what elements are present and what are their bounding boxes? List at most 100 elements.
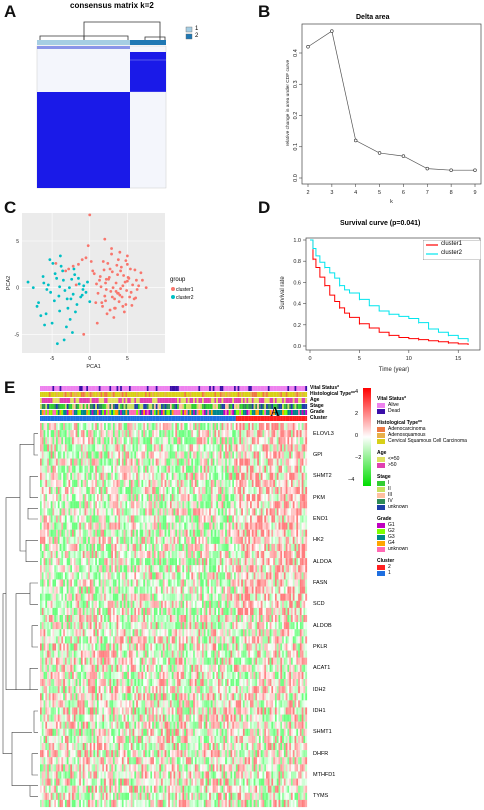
heatmap-cell xyxy=(146,558,149,566)
heatmap-cell xyxy=(237,494,240,502)
heatmap-cell xyxy=(180,551,183,559)
heatmap-cell xyxy=(246,494,249,502)
heatmap-cell xyxy=(285,423,288,431)
annotation-cell xyxy=(107,410,110,415)
heatmap-cell xyxy=(54,572,57,580)
heatmap-cell xyxy=(139,501,142,509)
heatmap-cell xyxy=(95,444,98,452)
heatmap-cell xyxy=(292,529,295,537)
annotation-cell xyxy=(75,386,78,391)
heatmap-cell xyxy=(107,508,110,516)
heatmap-cell xyxy=(141,423,144,431)
heatmap-cell xyxy=(200,543,203,552)
heatmap-cell xyxy=(52,572,55,580)
heatmap-cell xyxy=(189,586,192,594)
heatmap-cell xyxy=(289,423,292,431)
heatmap-cell xyxy=(159,529,162,537)
heatmap-cell xyxy=(250,487,252,495)
heatmap-cell xyxy=(209,558,211,566)
heatmap-cell xyxy=(262,494,265,502)
heatmap-cell xyxy=(282,579,284,587)
heatmap-cell xyxy=(253,437,256,445)
annotation-cell xyxy=(168,410,171,415)
heatmap-cell xyxy=(194,444,197,452)
heatmap-cell xyxy=(251,451,254,459)
heatmap-cell xyxy=(61,522,64,530)
heatmap-cell xyxy=(54,558,57,566)
heatmap-cell xyxy=(255,444,258,452)
heatmap-cell xyxy=(189,437,192,445)
heatmap-cell xyxy=(218,536,220,544)
heatmap-cell xyxy=(168,444,171,452)
heatmap-cell xyxy=(80,501,83,509)
annotation-cell xyxy=(166,392,169,397)
annotation-cell xyxy=(73,416,76,421)
heatmap-cell xyxy=(194,465,197,473)
cluster1-point xyxy=(117,300,121,304)
heatmap-cell xyxy=(54,444,57,452)
heatmap-cell xyxy=(241,558,244,566)
heatmap-cell xyxy=(54,423,57,431)
heatmap-cell xyxy=(164,565,167,573)
heatmap-cell xyxy=(210,465,213,473)
heatmap-cell xyxy=(50,430,53,438)
heatmap-cell xyxy=(134,451,137,459)
heatmap-cell xyxy=(134,423,137,431)
heatmap-cell xyxy=(303,586,306,594)
heatmap-cell xyxy=(193,529,195,537)
heatmap-cell xyxy=(123,465,126,473)
heatmap-cell xyxy=(104,522,106,530)
heatmap-cell xyxy=(241,494,244,502)
annotation-cell xyxy=(100,398,103,403)
x-tick-label: 0 xyxy=(308,356,311,362)
cluster1-point xyxy=(129,290,133,294)
heatmap-cell xyxy=(210,423,213,431)
heatmap-cell xyxy=(120,479,122,488)
annotation-cell xyxy=(207,416,210,421)
heatmap-cell xyxy=(285,451,288,459)
annotation-cell xyxy=(301,386,304,391)
annotation-cell xyxy=(118,386,121,391)
heatmap-cell xyxy=(219,472,222,480)
heatmap-cell xyxy=(189,465,192,473)
heatmap-cell xyxy=(175,565,178,573)
annotation-cell xyxy=(132,386,135,391)
heatmap-cell xyxy=(66,458,69,466)
heatmap-cell xyxy=(200,472,203,480)
heatmap-cell xyxy=(250,593,252,601)
heatmap-cell xyxy=(104,494,106,502)
annotation-cell xyxy=(52,398,55,403)
annotation-cell xyxy=(129,392,131,397)
heatmap-cell xyxy=(123,494,126,502)
heatmap-cell xyxy=(221,558,224,566)
heatmap-cell xyxy=(282,558,284,566)
annotation-cell xyxy=(299,392,302,397)
heatmap-cell xyxy=(150,558,153,566)
heatmap-cell xyxy=(70,515,73,523)
heatmap-cell xyxy=(161,536,163,544)
heatmap-cell xyxy=(296,451,299,459)
heatmap-cell xyxy=(230,593,233,601)
annotation-cell xyxy=(289,410,292,415)
heatmap-cell xyxy=(52,586,55,594)
heatmap-cell xyxy=(114,551,117,559)
heatmap-cell xyxy=(257,479,260,488)
annotation-cell xyxy=(166,404,169,409)
annotation-cell xyxy=(77,410,80,415)
heatmap-cell xyxy=(148,494,151,502)
heatmap-cell xyxy=(161,479,163,488)
heatmap-cell xyxy=(155,444,158,452)
annotation-cell xyxy=(184,398,187,403)
heatmap-cell xyxy=(68,536,71,544)
heatmap-cell xyxy=(96,487,99,495)
heatmap-cell xyxy=(145,487,147,495)
heatmap-cell xyxy=(145,451,147,459)
annotation-cell xyxy=(205,386,208,391)
heatmap-cell xyxy=(143,451,146,459)
annotation-cell xyxy=(70,392,73,397)
heatmap-cell xyxy=(228,472,231,480)
heatmap-cell xyxy=(251,579,254,587)
heatmap-cell xyxy=(251,529,254,537)
heatmap-cell xyxy=(150,536,153,544)
heatmap-cell xyxy=(175,543,178,552)
